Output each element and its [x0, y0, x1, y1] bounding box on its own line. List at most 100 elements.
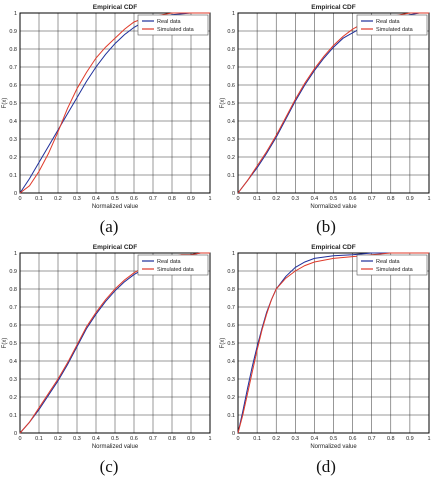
y-tick-label-a: 0.5 — [9, 101, 17, 107]
y-tick-label-d: 0.8 — [227, 287, 235, 293]
x-axis-label-a: Normalized value — [92, 204, 139, 210]
caption-a: (a) — [99, 217, 119, 236]
y-tick-label-a: 1 — [14, 11, 17, 17]
chart-c: Empirical CDF 0 0.1 0.2 0.3 0.4 0.5 0.6 0.7 0.8 0.… — [2, 244, 212, 450]
y-tick-label-c: 1 — [14, 251, 17, 257]
plot-frame-c — [19, 252, 211, 434]
x-tick-label-b: 0.6 — [349, 196, 357, 202]
chart-title-c: Empirical CDF — [93, 244, 137, 251]
legend-b — [356, 14, 428, 36]
caption-c: (c) — [99, 457, 119, 476]
x-tick-label-a: 1 — [208, 196, 211, 202]
legend-d — [356, 254, 428, 276]
y-tick-label-b: 0.8 — [227, 47, 235, 53]
x-tick-label-a: 0.1 — [35, 196, 43, 202]
panel-c: Empirical CDF 0 0.1 0.2 0.3 0.4 0.5 0.6 0.7 0.8 0.… — [0, 240, 218, 480]
y-tick-label-c: 0.7 — [9, 305, 17, 311]
x-tick-label-a: 0 — [18, 196, 21, 202]
y-tick-label-b: 0.9 — [227, 29, 235, 35]
plot-frame-b — [237, 12, 430, 194]
y-tick-label-d: 0 — [232, 431, 235, 437]
y-axis-label-c: F(x) — [2, 338, 8, 349]
y-axis-label-b: F(x) — [220, 98, 226, 109]
x-tick-label-d: 0.8 — [387, 436, 395, 442]
y-tick-label-d: 0.9 — [227, 269, 235, 275]
y-tick-label-a: 0.8 — [9, 47, 17, 53]
y-tick-label-b: 1 — [232, 11, 235, 17]
y-tick-label-d: 0.5 — [227, 341, 235, 347]
y-tick-label-c: 0 — [14, 431, 17, 437]
x-tick-label-c: 0.5 — [111, 436, 119, 442]
x-tick-label-a: 0.5 — [111, 196, 119, 202]
y-tick-label-c: 0.5 — [9, 341, 17, 347]
legend-label-simulated-c: Simulated data — [157, 267, 195, 273]
y-tick-label-d: 0.6 — [227, 323, 235, 329]
y-tick-label-c: 0.2 — [9, 395, 17, 401]
x-tick-label-b: 0.4 — [311, 196, 319, 202]
legend-label-real-d: Real data — [376, 259, 400, 265]
y-tick-label-d: 0.1 — [227, 413, 235, 419]
panel-a: Empirical CDF 0 0.1 0.2 0.3 0.4 0.5 0.6 0.7 0.8 0.… — [0, 0, 218, 240]
x-tick-label-c: 0 — [18, 436, 21, 442]
x-tick-label-d: 0.2 — [272, 436, 280, 442]
x-tick-label-a: 0.6 — [130, 196, 138, 202]
y-tick-label-c: 0.1 — [9, 413, 17, 419]
series-line-real-d — [237, 252, 429, 434]
x-axis-label-d: Normalized value — [310, 444, 357, 450]
x-tick-label-c: 0.9 — [187, 436, 195, 442]
x-tick-label-a: 0.2 — [54, 196, 62, 202]
legend-label-simulated-d: Simulated data — [376, 267, 414, 273]
x-tick-label-a: 0.7 — [149, 196, 157, 202]
y-tick-label-a: 0 — [14, 191, 17, 197]
y-tick-label-a: 0.1 — [9, 173, 17, 179]
y-tick-label-a: 0.2 — [9, 155, 17, 161]
chart-title-b: Empirical CDF — [311, 4, 355, 11]
caption-b: (b) — [316, 217, 336, 236]
y-tick-label-a: 0.3 — [9, 137, 17, 143]
y-tick-label-a: 0.7 — [9, 65, 17, 71]
x-tick-label-d: 0 — [236, 436, 239, 442]
x-axis-label-c: Normalized value — [92, 444, 139, 450]
y-tick-label-d: 0.7 — [227, 305, 235, 311]
y-tick-label-c: 0.9 — [9, 269, 17, 275]
x-tick-label-c: 0.6 — [130, 436, 138, 442]
legend-a — [137, 14, 209, 36]
x-tick-label-d: 0.4 — [311, 436, 319, 442]
y-tick-label-c: 0.3 — [9, 377, 17, 383]
y-tick-label-b: 0.4 — [227, 119, 235, 125]
x-tick-label-c: 0.7 — [149, 436, 157, 442]
y-axis-label-d: F(x) — [220, 338, 226, 349]
y-tick-label-b: 0.1 — [227, 173, 235, 179]
y-tick-label-c: 0.8 — [9, 287, 17, 293]
y-tick-label-c: 0.4 — [9, 359, 17, 365]
x-tick-label-c: 0.2 — [54, 436, 62, 442]
x-tick-label-b: 0 — [236, 196, 239, 202]
y-tick-label-b: 0.2 — [227, 155, 235, 161]
y-tick-label-b: 0.6 — [227, 83, 235, 89]
chart-title-d: Empirical CDF — [311, 244, 355, 251]
series-line-simulated-d — [237, 252, 429, 434]
y-tick-label-d: 0.4 — [227, 359, 235, 365]
x-tick-label-d: 0.1 — [253, 436, 261, 442]
y-tick-label-d: 0.2 — [227, 395, 235, 401]
y-tick-label-b: 0.5 — [227, 101, 235, 107]
y-tick-label-b: 0.3 — [227, 137, 235, 143]
x-tick-label-a: 0.8 — [168, 196, 176, 202]
x-tick-label-c: 0.3 — [73, 436, 81, 442]
x-tick-label-c: 0.8 — [168, 436, 176, 442]
y-tick-label-b: 0.7 — [227, 65, 235, 71]
y-tick-label-c: 0.6 — [9, 323, 17, 329]
x-tick-label-c: 0.1 — [35, 436, 43, 442]
y-tick-label-a: 0.6 — [9, 83, 17, 89]
panel-b: Empirical CDF 0 0.1 0.2 0.3 0.4 0.5 0.6 0.7 0.8 0.… — [218, 0, 437, 240]
legend-label-real-c: Real data — [157, 259, 181, 265]
x-tick-label-d: 1 — [427, 436, 430, 442]
legend-c — [137, 254, 209, 276]
x-tick-label-b: 0.2 — [272, 196, 280, 202]
chart-b: Empirical CDF 0 0.1 0.2 0.3 0.4 0.5 0.6 0.7 0.8 0.… — [220, 4, 431, 210]
chart-a: Empirical CDF 0 0.1 0.2 0.3 0.4 0.5 0.6 0.7 0.8 0.… — [2, 4, 212, 210]
y-tick-label-a: 0.4 — [9, 119, 17, 125]
x-tick-label-b: 0.8 — [387, 196, 395, 202]
caption-d: (d) — [316, 457, 336, 476]
chart-title-a: Empirical CDF — [93, 4, 137, 11]
